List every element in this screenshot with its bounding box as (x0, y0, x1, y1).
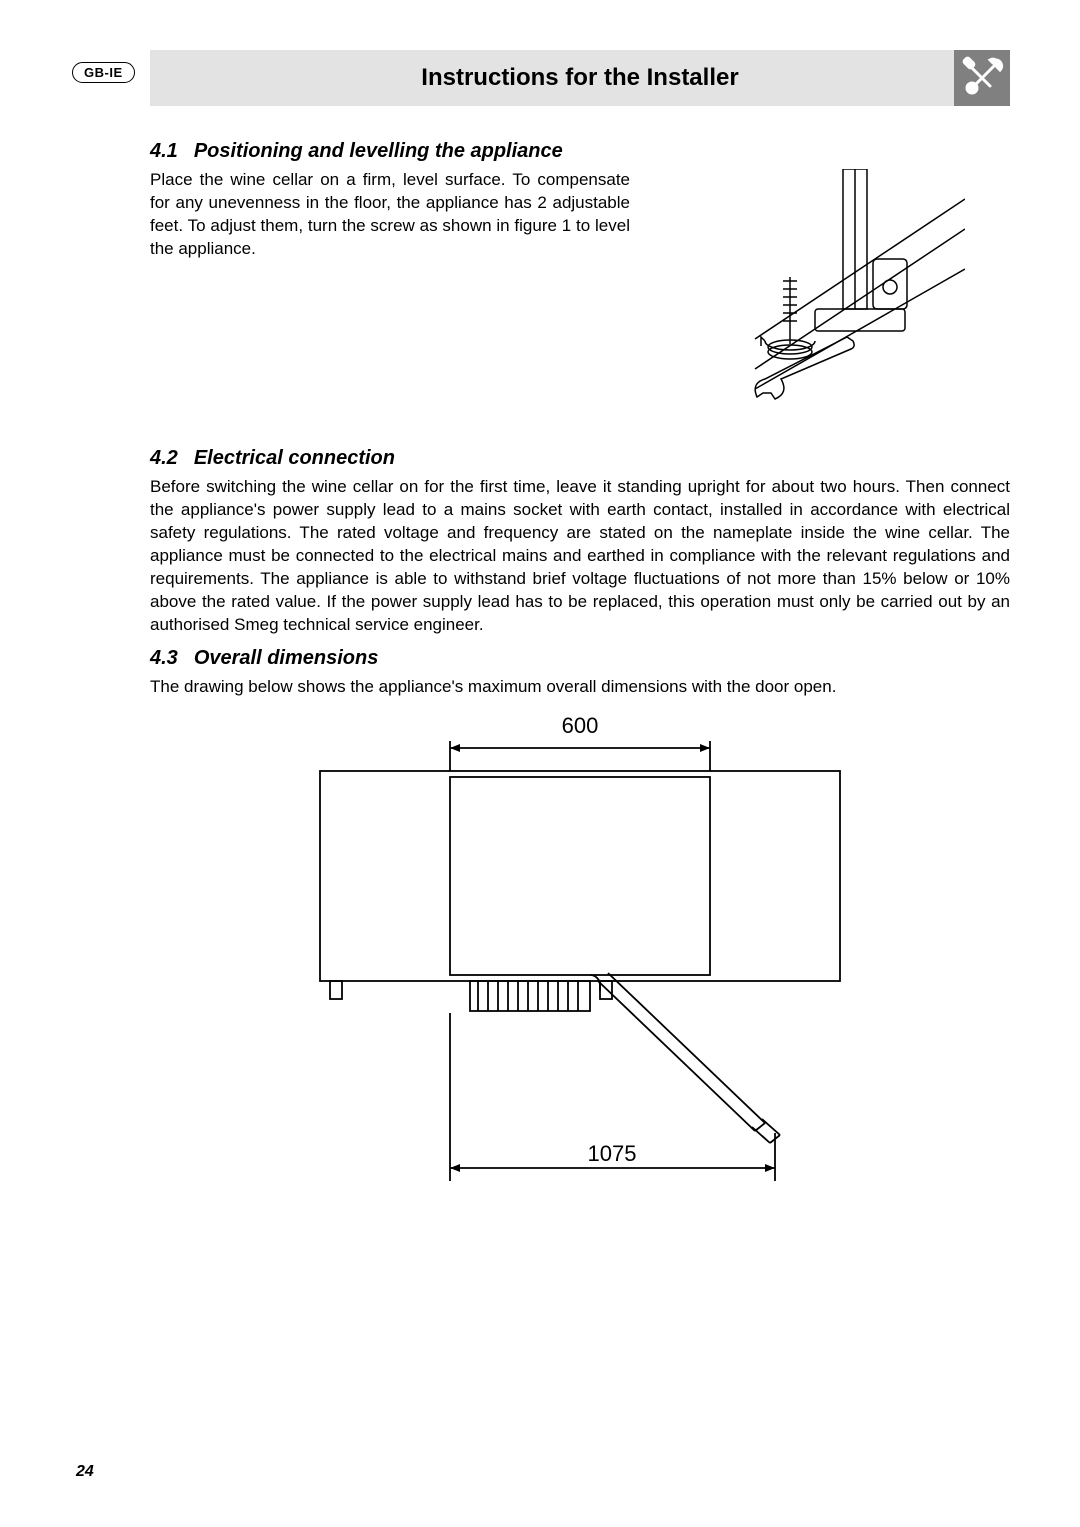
header-bar: Instructions for the Installer (150, 50, 1010, 106)
section-4-2-number: 4.2 (150, 447, 178, 469)
page-number: 24 (76, 1463, 94, 1481)
section-4-3-body: The drawing below shows the appliance's … (150, 676, 1010, 699)
dimension-label-top: 600 (562, 713, 599, 738)
section-4-1-body: Place the wine cellar on a firm, level s… (150, 169, 630, 261)
section-4-3-number: 4.3 (150, 647, 178, 669)
section-4-3-heading: 4.3 Overall dimensions (150, 647, 1010, 670)
language-badge: GB-IE (72, 62, 135, 83)
section-4-1-number: 4.1 (150, 140, 178, 162)
section-4-1-title: Positioning and levelling the appliance (194, 140, 563, 162)
section-4-1-heading: 4.1 Positioning and levelling the applian… (150, 140, 1010, 163)
section-4-1: 4.1 Positioning and levelling the applian… (150, 140, 1010, 419)
section-4-2: 4.2 Electrical connection Before switchin… (150, 447, 1010, 637)
section-4-2-title: Electrical connection (194, 447, 395, 469)
header-title: Instructions for the Installer (421, 64, 738, 92)
content-area: 4.1 Positioning and levelling the applian… (150, 140, 1010, 1198)
section-4-3-title: Overall dimensions (194, 647, 379, 669)
section-4-2-heading: 4.2 Electrical connection (150, 447, 1010, 470)
page: GB-IE Instructions for the Installer 4.1… (0, 0, 1080, 1527)
section-4-2-body: Before switching the wine cellar on for … (150, 476, 1010, 637)
dimensions-figure: 600 (300, 713, 860, 1198)
section-4-3: 4.3 Overall dimensions The drawing below … (150, 647, 1010, 1198)
levelling-figure (650, 169, 1010, 419)
wrench-screwdriver-icon (954, 50, 1010, 106)
dimension-label-bottom: 1075 (588, 1141, 637, 1166)
